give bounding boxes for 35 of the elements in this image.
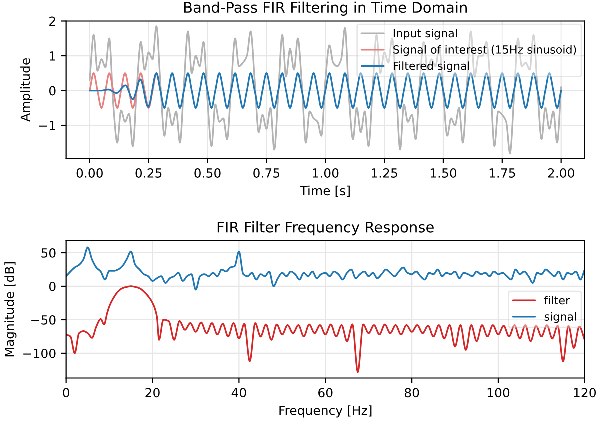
x-tick-label: 1.50 <box>430 168 457 178</box>
y-tick-label: 0 <box>49 282 56 292</box>
x-tick-label: 40 <box>232 388 246 398</box>
x-tick-label: 0.00 <box>76 168 103 178</box>
x-tick-label: 0 <box>63 388 70 398</box>
y-tick-label: 2 <box>50 16 56 26</box>
x-tick-label: 20 <box>146 388 160 398</box>
y-tick-label: 1 <box>50 52 56 61</box>
x-tick-label: 60 <box>318 388 333 398</box>
x-tick-label: 0.25 <box>136 168 162 178</box>
legend-label: Input signal <box>394 29 457 40</box>
x-tick-label: 2.00 <box>548 168 574 178</box>
y-tick-label: 50 <box>42 248 56 258</box>
legend-label: Filtered signal <box>394 62 470 72</box>
x-tick-label: 100 <box>488 388 510 398</box>
y-tick-label: 0 <box>49 86 56 96</box>
x-tick-label: 120 <box>574 388 596 398</box>
x-tick-label: 0.75 <box>254 168 280 178</box>
y-tick-label: −50 <box>32 315 56 325</box>
x-tick-label: 1.00 <box>313 168 339 178</box>
chart-title: Band-Pass FIR Filtering in Time Domain <box>184 2 467 16</box>
y-tick-label: −1 <box>40 121 56 130</box>
x-tick-label: 0.50 <box>194 168 221 178</box>
legend-label: Signal of interest (15Hz sinusoid) <box>394 45 576 56</box>
x-tick-label: 1.75 <box>490 168 516 178</box>
x-tick-label: 1.25 <box>372 168 398 178</box>
x-axis-title: Time [s] <box>300 186 350 198</box>
legend-label: signal <box>544 312 576 324</box>
x-axis-title: Frequency [Hz] <box>280 406 372 418</box>
chart-title: FIR Filter Frequency Response <box>218 222 434 236</box>
x-tick-label: 80 <box>404 388 420 398</box>
y-tick-label: −100 <box>24 348 56 358</box>
legend-label: filter <box>544 296 570 305</box>
y-axis-title: Magnitude [dB] <box>4 262 17 357</box>
y-axis-title: Amplitude <box>20 58 33 122</box>
